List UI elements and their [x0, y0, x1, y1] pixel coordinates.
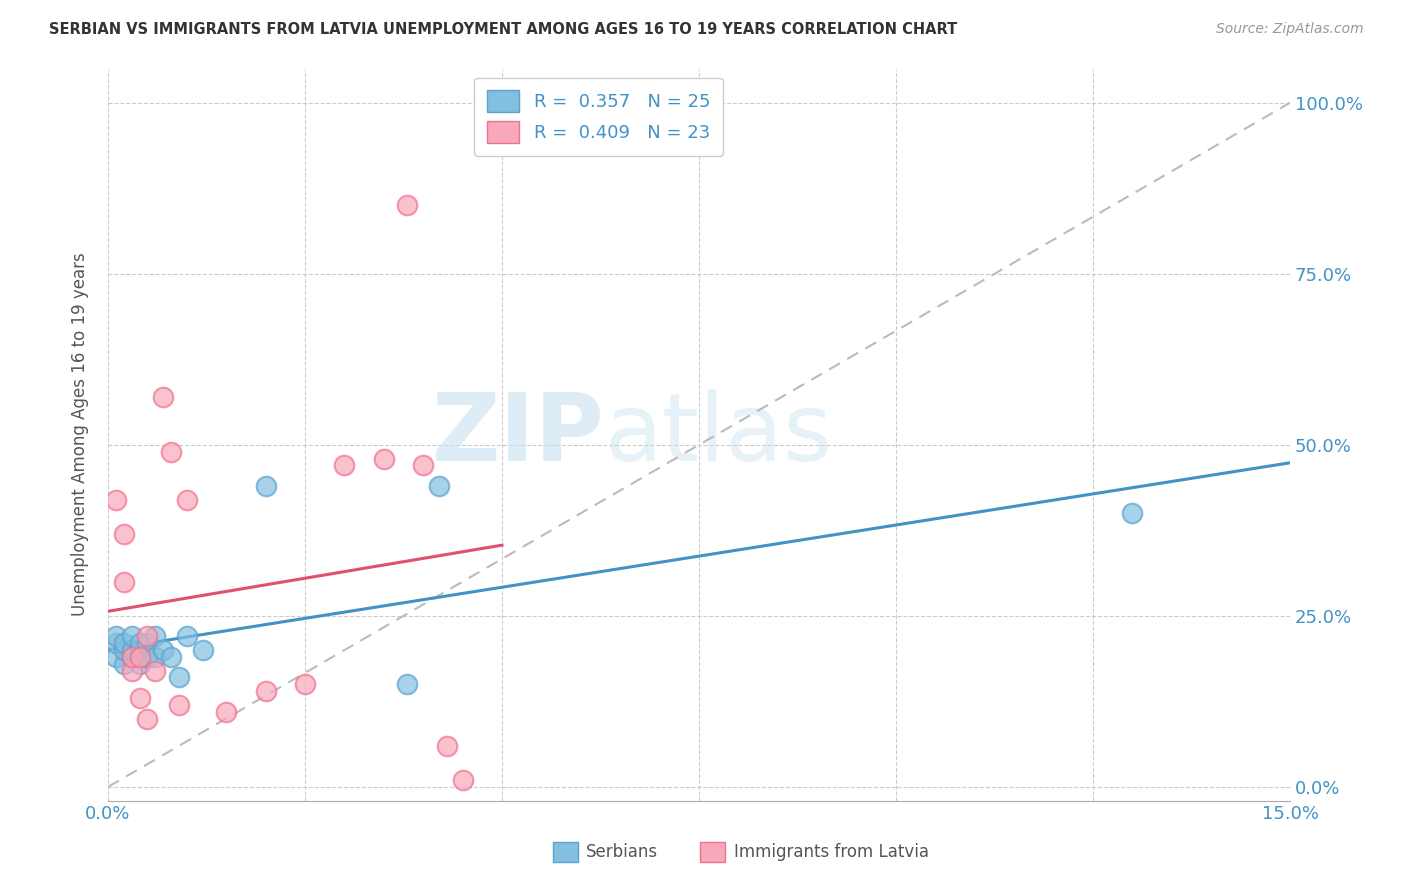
Point — [167, 698, 190, 712]
Point — [128, 649, 150, 664]
Point — [112, 643, 135, 657]
Point — [104, 649, 127, 664]
Point — [143, 629, 166, 643]
Point — [436, 739, 458, 753]
Point — [136, 712, 159, 726]
Point — [128, 690, 150, 705]
Text: Source: ZipAtlas.com: Source: ZipAtlas.com — [1216, 22, 1364, 37]
Text: atlas: atlas — [605, 389, 832, 481]
Point — [160, 649, 183, 664]
Point — [112, 657, 135, 671]
Point — [333, 458, 356, 473]
Point — [112, 526, 135, 541]
Point — [152, 390, 174, 404]
Point — [1121, 506, 1143, 520]
Point — [104, 636, 127, 650]
Legend: R =  0.357   N = 25, R =  0.409   N = 23: R = 0.357 N = 25, R = 0.409 N = 23 — [474, 78, 723, 156]
Point — [427, 479, 450, 493]
Point — [215, 705, 238, 719]
Point — [191, 643, 214, 657]
Point — [128, 636, 150, 650]
Point — [136, 649, 159, 664]
Point — [121, 629, 143, 643]
Point — [143, 664, 166, 678]
Point — [160, 444, 183, 458]
Text: SERBIAN VS IMMIGRANTS FROM LATVIA UNEMPLOYMENT AMONG AGES 16 TO 19 YEARS CORRELA: SERBIAN VS IMMIGRANTS FROM LATVIA UNEMPL… — [49, 22, 957, 37]
Point — [112, 574, 135, 589]
Text: Serbians: Serbians — [586, 843, 658, 861]
Point — [143, 649, 166, 664]
Point — [121, 649, 143, 664]
Point — [152, 643, 174, 657]
Point — [176, 492, 198, 507]
Point — [121, 643, 143, 657]
Point — [254, 479, 277, 493]
Text: Immigrants from Latvia: Immigrants from Latvia — [734, 843, 929, 861]
Point — [128, 657, 150, 671]
Point — [167, 670, 190, 684]
Point — [176, 629, 198, 643]
Point — [104, 492, 127, 507]
Point — [412, 458, 434, 473]
Point — [128, 643, 150, 657]
Point — [121, 664, 143, 678]
Point — [136, 629, 159, 643]
Point — [373, 451, 395, 466]
Point — [451, 773, 474, 788]
Point — [294, 677, 316, 691]
Point — [112, 636, 135, 650]
Point — [396, 198, 419, 212]
Point — [104, 629, 127, 643]
Point — [396, 677, 419, 691]
Y-axis label: Unemployment Among Ages 16 to 19 years: Unemployment Among Ages 16 to 19 years — [72, 252, 89, 616]
Point — [121, 649, 143, 664]
Point — [136, 636, 159, 650]
Point — [254, 684, 277, 698]
Text: ZIP: ZIP — [432, 389, 605, 481]
